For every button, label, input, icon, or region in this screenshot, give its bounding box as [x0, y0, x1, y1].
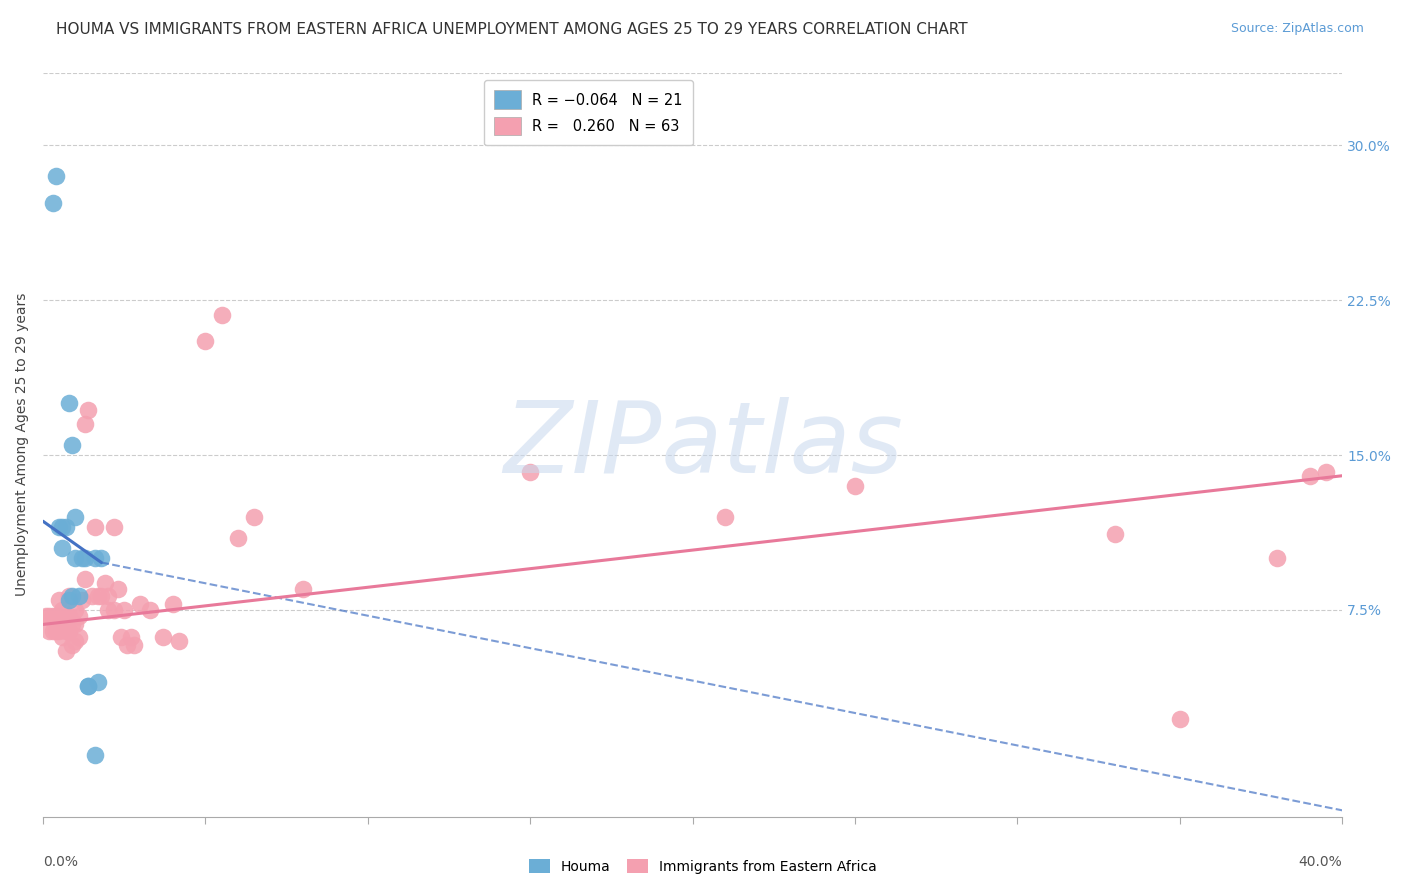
- Point: [83, 747, 105, 762]
- Point: [60, 589, 83, 603]
- Legend: R = −0.064   N = 21, R =   0.260   N = 63: R = −0.064 N = 21, R = 0.260 N = 63: [484, 80, 693, 145]
- Point: [58, 589, 80, 603]
- Point: [1168, 713, 1191, 727]
- Point: [45, 624, 67, 638]
- Point: [90, 551, 112, 566]
- Point: [58, 592, 80, 607]
- Point: [65, 551, 87, 566]
- Point: [243, 510, 266, 524]
- Point: [844, 479, 866, 493]
- Text: 0.0%: 0.0%: [44, 855, 77, 870]
- Point: [48, 609, 70, 624]
- Point: [41, 609, 63, 624]
- Point: [70, 551, 93, 566]
- Point: [87, 675, 110, 690]
- Point: [519, 465, 541, 479]
- Point: [97, 589, 120, 603]
- Point: [58, 609, 80, 624]
- Point: [1315, 465, 1337, 479]
- Point: [65, 510, 87, 524]
- Point: [1299, 468, 1322, 483]
- Point: [67, 630, 90, 644]
- Point: [83, 520, 105, 534]
- Legend: Houma, Immigrants from Eastern Africa: Houma, Immigrants from Eastern Africa: [522, 852, 884, 880]
- Point: [38, 609, 60, 624]
- Point: [169, 634, 191, 648]
- Point: [48, 520, 70, 534]
- Point: [194, 334, 217, 349]
- Point: [51, 541, 73, 555]
- Point: [65, 634, 87, 648]
- Point: [90, 589, 112, 603]
- Point: [67, 589, 90, 603]
- Point: [51, 603, 73, 617]
- Point: [77, 402, 100, 417]
- Point: [75, 417, 97, 431]
- Point: [35, 609, 58, 624]
- Point: [152, 630, 174, 644]
- Point: [162, 597, 184, 611]
- Point: [97, 603, 120, 617]
- Point: [65, 617, 87, 632]
- Point: [122, 638, 145, 652]
- Point: [51, 520, 73, 534]
- Point: [75, 572, 97, 586]
- Text: Source: ZipAtlas.com: Source: ZipAtlas.com: [1230, 22, 1364, 36]
- Point: [77, 680, 100, 694]
- Point: [38, 624, 60, 638]
- Point: [117, 638, 139, 652]
- Point: [41, 196, 63, 211]
- Point: [83, 551, 105, 566]
- Point: [103, 520, 125, 534]
- Point: [45, 609, 67, 624]
- Point: [87, 589, 110, 603]
- Point: [120, 630, 142, 644]
- Point: [60, 638, 83, 652]
- Text: 40.0%: 40.0%: [1299, 855, 1343, 870]
- Point: [55, 520, 77, 534]
- Point: [58, 396, 80, 410]
- Point: [67, 609, 90, 624]
- Point: [110, 630, 132, 644]
- Point: [1265, 551, 1288, 566]
- Point: [60, 617, 83, 632]
- Point: [107, 582, 129, 597]
- Point: [211, 308, 233, 322]
- Point: [93, 576, 115, 591]
- Point: [1104, 526, 1126, 541]
- Point: [45, 169, 67, 184]
- Text: HOUMA VS IMMIGRANTS FROM EASTERN AFRICA UNEMPLOYMENT AMONG AGES 25 TO 29 YEARS C: HOUMA VS IMMIGRANTS FROM EASTERN AFRICA …: [56, 22, 967, 37]
- Point: [48, 592, 70, 607]
- Y-axis label: Unemployment Among Ages 25 to 29 years: Unemployment Among Ages 25 to 29 years: [15, 293, 30, 597]
- Point: [80, 589, 103, 603]
- Point: [77, 680, 100, 694]
- Point: [714, 510, 737, 524]
- Point: [70, 592, 93, 607]
- Point: [112, 603, 135, 617]
- Point: [48, 624, 70, 638]
- Point: [75, 551, 97, 566]
- Point: [51, 617, 73, 632]
- Point: [55, 624, 77, 638]
- Point: [55, 609, 77, 624]
- Point: [65, 603, 87, 617]
- Point: [41, 624, 63, 638]
- Point: [51, 630, 73, 644]
- Point: [226, 531, 249, 545]
- Point: [55, 644, 77, 658]
- Point: [103, 603, 125, 617]
- Point: [129, 597, 152, 611]
- Point: [58, 624, 80, 638]
- Text: ZIPatlas: ZIPatlas: [503, 398, 903, 494]
- Point: [291, 582, 314, 597]
- Point: [139, 603, 162, 617]
- Point: [60, 438, 83, 452]
